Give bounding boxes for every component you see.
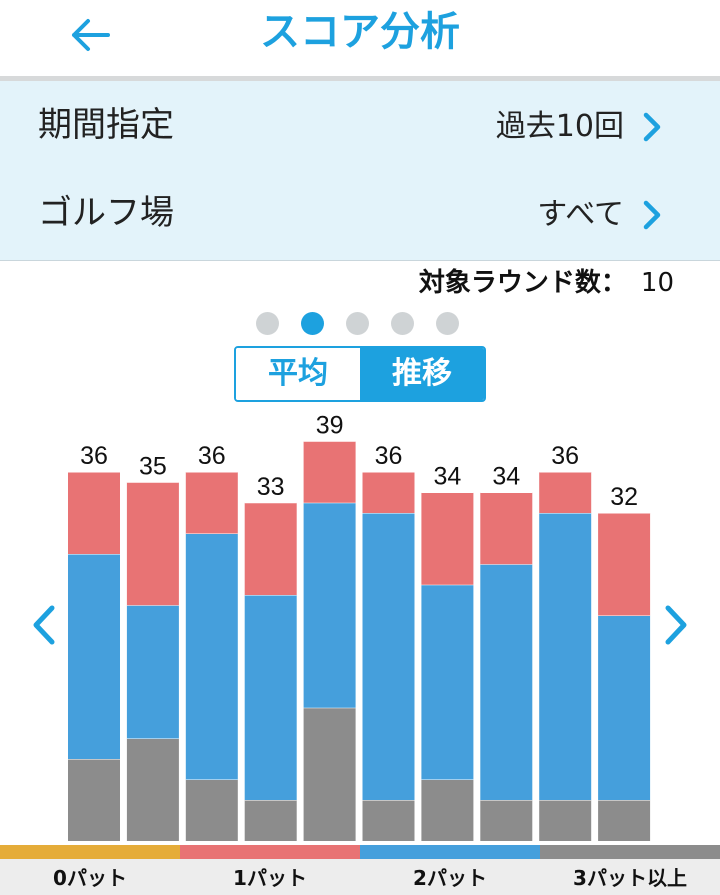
- legend-item-1-putt: 1パット: [180, 845, 360, 895]
- bar-segment: [480, 800, 533, 841]
- bar-segment: [185, 472, 238, 534]
- bar-segment: [244, 800, 297, 841]
- back-button[interactable]: [60, 10, 120, 60]
- course-filter-row[interactable]: ゴルフ場 すべて: [0, 169, 720, 257]
- bar-segment: [421, 584, 474, 780]
- bar-segment: [539, 800, 592, 841]
- bar-segment: [244, 595, 297, 800]
- legend-swatch: [0, 845, 180, 859]
- legend-label: 3パット以上: [573, 866, 687, 890]
- bar-total-label: 36: [80, 442, 108, 470]
- bar-total-label: 34: [433, 463, 461, 491]
- legend-label: 1パット: [233, 866, 307, 890]
- chart-legend: 0パット 1パット 2パット 3パット以上: [0, 845, 720, 895]
- legend-label: 0パット: [53, 866, 127, 890]
- chevron-right-icon: [643, 200, 661, 230]
- bar-segment: [185, 779, 238, 841]
- bar-segment: [68, 759, 120, 841]
- legend-item-3-putt-plus: 3パット以上: [540, 845, 720, 895]
- page-indicator: [256, 312, 466, 336]
- bar-segment: [68, 554, 120, 759]
- bar-segment: [68, 472, 120, 554]
- chart-prev-button[interactable]: [24, 600, 64, 650]
- period-value: 過去10回: [495, 109, 624, 144]
- bar-segment: [303, 502, 356, 708]
- bar-segment: [126, 738, 179, 841]
- bar-segment: [598, 615, 651, 800]
- legend-swatch: [540, 845, 720, 859]
- average-tab[interactable]: 平均: [236, 348, 360, 400]
- page-dot[interactable]: [346, 312, 369, 335]
- course-value: すべて: [537, 197, 624, 232]
- bar-total-label: 36: [375, 442, 403, 470]
- bar-segment: [185, 533, 238, 780]
- trend-tab[interactable]: 推移: [360, 348, 484, 400]
- bar-segment: [362, 513, 415, 800]
- page-dot[interactable]: [301, 312, 324, 335]
- bar-segment: [362, 472, 415, 513]
- bar-segment: [539, 513, 592, 800]
- round-count-value: 10: [640, 268, 674, 298]
- bar-total-label: 34: [492, 463, 520, 491]
- stacked-bar-chart: 36 35 36 33 39 36 34 34 36 32: [68, 411, 651, 841]
- bar-segment: [303, 441, 356, 503]
- period-label: 期間指定: [38, 105, 174, 145]
- period-filter-row[interactable]: 期間指定 過去10回: [0, 81, 720, 169]
- bar-segment: [421, 492, 474, 585]
- bar-segment: [126, 482, 179, 606]
- putts-chart: 36 35 36 33 39 36 34 34 36 32: [0, 405, 720, 845]
- bar-segment: [598, 800, 651, 841]
- bar-total-label: 35: [139, 452, 167, 480]
- legend-background: [0, 859, 720, 895]
- chevron-right-icon: [665, 605, 687, 645]
- bar-total-label: 33: [257, 473, 285, 501]
- bar-total-label: 36: [198, 442, 226, 470]
- page-dot[interactable]: [436, 312, 459, 335]
- bar-segment: [421, 779, 474, 841]
- bar-segment: [480, 492, 533, 565]
- bar-segment: [126, 605, 179, 739]
- filter-panel: 期間指定 過去10回 ゴルフ場 すべて: [0, 81, 720, 261]
- bar-total-label: 36: [551, 442, 579, 470]
- chart-next-button[interactable]: [656, 600, 696, 650]
- chevron-right-icon: [643, 112, 661, 142]
- bar-segment: [244, 502, 297, 595]
- bar-segment: [362, 800, 415, 841]
- bar-total-label: 39: [316, 411, 344, 439]
- legend-swatch: [360, 845, 540, 859]
- round-count-label: 対象ラウンド数：: [418, 268, 627, 298]
- page-dot[interactable]: [391, 312, 414, 335]
- round-count: 対象ラウンド数： 10: [419, 266, 674, 300]
- view-toggle: 平均 推移: [234, 346, 486, 402]
- bar-segment: [480, 564, 533, 800]
- header-divider: [0, 76, 720, 81]
- bar-segment: [598, 513, 651, 616]
- legend-swatch: [180, 845, 360, 859]
- legend-label: 2パット: [413, 866, 487, 890]
- bar-segment: [539, 472, 592, 513]
- app-header: スコア分析: [0, 0, 720, 76]
- arrow-left-icon: [72, 19, 110, 51]
- page-title: スコア分析: [260, 9, 460, 55]
- course-label: ゴルフ場: [38, 193, 174, 233]
- chevron-left-icon: [33, 605, 55, 645]
- page-dot[interactable]: [256, 312, 279, 335]
- bar-segment: [303, 707, 356, 841]
- legend-item-0-putt: 0パット: [0, 845, 180, 895]
- bar-total-label: 32: [610, 483, 638, 511]
- legend-item-2-putt: 2パット: [360, 845, 540, 895]
